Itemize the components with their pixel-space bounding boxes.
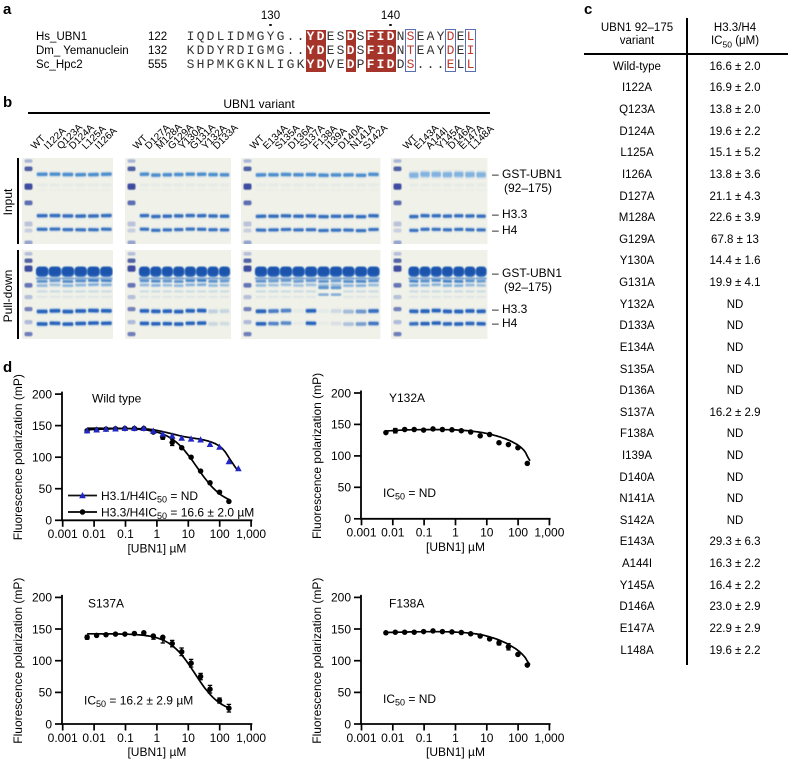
svg-text:H3.1/H4IC50 = ND: H3.1/H4IC50 = ND xyxy=(101,489,198,505)
svg-text:150: 150 xyxy=(32,622,52,636)
svg-text:150: 150 xyxy=(32,419,52,433)
svg-text:0.01: 0.01 xyxy=(82,527,106,541)
svg-text:0.1: 0.1 xyxy=(117,527,134,541)
svg-text:1: 1 xyxy=(154,731,161,745)
svg-text:Fluorescence polarization (mP): Fluorescence polarization (mP) xyxy=(11,578,25,744)
svg-text:0.01: 0.01 xyxy=(381,526,405,540)
svg-text:Y132A: Y132A xyxy=(389,391,425,405)
svg-text:100: 100 xyxy=(331,654,351,668)
svg-text:1,000: 1,000 xyxy=(236,527,266,541)
svg-text:0: 0 xyxy=(344,717,351,731)
svg-text:1: 1 xyxy=(452,526,459,540)
svg-text:[UBN1] µM: [UBN1] µM xyxy=(127,745,186,759)
svg-text:100: 100 xyxy=(32,654,52,668)
svg-text:100: 100 xyxy=(210,527,230,541)
svg-text:H3.3/H4IC50 = 16.6 ± 2.0 µM: H3.3/H4IC50 = 16.6 ± 2.0 µM xyxy=(101,505,254,521)
svg-text:50: 50 xyxy=(39,482,53,496)
svg-text:0.001: 0.001 xyxy=(346,526,376,540)
svg-text:100: 100 xyxy=(508,731,528,745)
svg-text:[UBN1] µM: [UBN1] µM xyxy=(426,745,485,759)
svg-text:10: 10 xyxy=(480,526,494,540)
svg-text:10: 10 xyxy=(182,731,196,745)
svg-text:Fluorescence polarization (mP): Fluorescence polarization (mP) xyxy=(11,374,25,540)
svg-text:1,000: 1,000 xyxy=(534,526,564,540)
svg-text:0.001: 0.001 xyxy=(48,527,78,541)
svg-text:50: 50 xyxy=(338,481,352,495)
svg-text:[UBN1] µM: [UBN1] µM xyxy=(127,541,186,555)
svg-text:Wild type: Wild type xyxy=(92,392,142,406)
svg-text:200: 200 xyxy=(32,591,52,605)
svg-text:200: 200 xyxy=(331,591,351,605)
svg-text:IC50 = ND: IC50 = ND xyxy=(383,692,436,708)
svg-text:0.01: 0.01 xyxy=(381,731,405,745)
svg-text:S137A: S137A xyxy=(88,597,124,611)
svg-text:F138A: F138A xyxy=(389,597,424,611)
svg-text:50: 50 xyxy=(338,686,352,700)
svg-text:0.001: 0.001 xyxy=(346,731,376,745)
svg-text:0.1: 0.1 xyxy=(416,731,433,745)
svg-text:150: 150 xyxy=(331,622,351,636)
svg-text:1: 1 xyxy=(154,527,161,541)
svg-text:150: 150 xyxy=(331,418,351,432)
svg-text:100: 100 xyxy=(331,449,351,463)
svg-text:100: 100 xyxy=(508,526,528,540)
svg-text:0: 0 xyxy=(45,514,52,528)
svg-text:200: 200 xyxy=(331,386,351,400)
svg-text:0.01: 0.01 xyxy=(82,731,106,745)
svg-text:100: 100 xyxy=(210,731,230,745)
svg-text:1,000: 1,000 xyxy=(534,731,564,745)
svg-text:IC50 = 16.2 ± 2.9 µM: IC50 = 16.2 ± 2.9 µM xyxy=(84,693,193,709)
svg-text:[UBN1] µM: [UBN1] µM xyxy=(426,540,485,554)
svg-text:Fluorescence polarization (mP): Fluorescence polarization (mP) xyxy=(310,373,324,539)
svg-text:0: 0 xyxy=(344,512,351,526)
svg-text:50: 50 xyxy=(39,686,53,700)
svg-text:10: 10 xyxy=(182,527,196,541)
svg-text:200: 200 xyxy=(32,387,52,401)
svg-text:0.001: 0.001 xyxy=(48,731,78,745)
svg-text:Fluorescence polarization (mP): Fluorescence polarization (mP) xyxy=(310,578,324,744)
svg-text:0: 0 xyxy=(45,717,52,731)
svg-text:IC50 = ND: IC50 = ND xyxy=(383,486,436,502)
svg-text:0.1: 0.1 xyxy=(416,526,433,540)
svg-text:1: 1 xyxy=(452,731,459,745)
svg-text:100: 100 xyxy=(32,451,52,465)
svg-text:1,000: 1,000 xyxy=(236,731,266,745)
svg-text:0.1: 0.1 xyxy=(117,731,134,745)
svg-text:10: 10 xyxy=(480,731,494,745)
